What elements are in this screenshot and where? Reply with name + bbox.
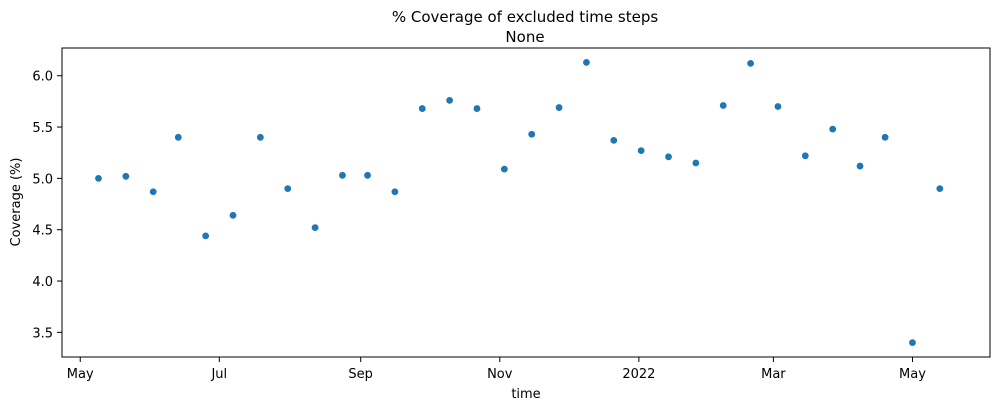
- data-point: [473, 105, 481, 112]
- data-point: [692, 159, 700, 167]
- data-point: [665, 153, 672, 161]
- data-point: [284, 185, 292, 193]
- x-axis: May Jul Sep Nov 2022 Mar May: [67, 357, 926, 382]
- data-point: [719, 102, 727, 109]
- x-tick-label: Sep: [348, 367, 373, 382]
- data-point: [174, 133, 182, 141]
- data-point: [149, 188, 157, 196]
- y-tick-label: 3.5: [32, 326, 53, 341]
- y-axis: 3.5 4.0 4.5 5.0 5.5 6.0: [32, 70, 62, 341]
- plot-frame: [61, 47, 991, 358]
- y-tick-label: 5.5: [32, 121, 53, 136]
- data-point: [936, 185, 944, 193]
- data-point: [418, 105, 426, 112]
- data-point: [637, 147, 645, 155]
- data-points: [95, 58, 944, 347]
- data-point: [610, 136, 618, 144]
- data-point: [202, 232, 210, 240]
- data-point: [391, 188, 399, 196]
- data-point: [774, 103, 782, 110]
- data-point: [229, 211, 237, 219]
- data-point: [339, 171, 346, 179]
- data-point: [881, 133, 889, 141]
- data-point: [528, 130, 536, 138]
- x-tick-label: Mar: [761, 367, 786, 382]
- y-tick-label: 4.5: [32, 224, 53, 239]
- data-point: [95, 174, 102, 182]
- x-tick-label: May: [899, 367, 926, 382]
- y-tick-label: 4.0: [32, 275, 53, 290]
- data-point: [500, 165, 508, 173]
- x-tick-label: May: [67, 367, 94, 382]
- y-axis-label: Coverage (%): [9, 158, 24, 247]
- data-point: [829, 125, 837, 133]
- x-tick-label: Jul: [210, 367, 227, 382]
- data-point: [856, 162, 864, 170]
- data-point: [555, 104, 563, 111]
- chart-title: % Coverage of excluded time steps: [392, 8, 659, 26]
- x-tick-label: Nov: [487, 367, 513, 382]
- y-tick-label: 6.0: [32, 70, 53, 85]
- data-point: [909, 339, 916, 347]
- data-point: [583, 58, 590, 66]
- x-axis-label: time: [511, 387, 540, 402]
- data-point: [747, 59, 754, 67]
- data-point: [364, 171, 371, 179]
- data-point: [801, 152, 809, 160]
- data-point: [446, 96, 454, 104]
- x-tick-label: 2022: [622, 367, 655, 382]
- data-point: [256, 133, 264, 141]
- chart-subtitle: None: [505, 28, 544, 46]
- plot-area: [62, 48, 990, 357]
- data-point: [122, 172, 130, 180]
- y-tick-label: 5.0: [32, 172, 53, 187]
- data-point: [311, 224, 319, 232]
